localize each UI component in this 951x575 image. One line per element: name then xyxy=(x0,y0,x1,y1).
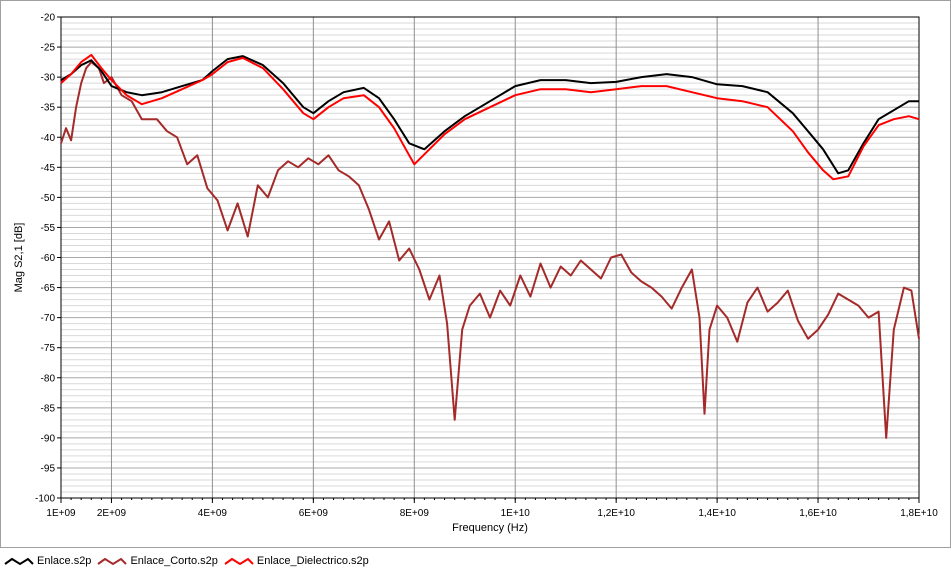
y-tick-label: -80 xyxy=(41,373,56,384)
x-tick-label: 1,8E+10 xyxy=(900,508,938,519)
series-line-enlace-corto-s2p xyxy=(60,61,920,439)
y-tick-label: -55 xyxy=(41,223,56,234)
minor-grid xyxy=(61,22,919,493)
series-line-enlace-s2p xyxy=(60,55,919,175)
tick-labels: -20 -25 -30 -35 -40 -45 -50 -55 -60 -65 -70 -75 -80 -… xyxy=(35,13,938,520)
y-axis-label: Mag S2,1 [dB] xyxy=(13,223,25,293)
legend-swatch-enlace-corto xyxy=(97,557,128,566)
legend-label-enlace-corto: Enlace_Corto.s2p xyxy=(130,555,218,567)
y-tick-label: -90 xyxy=(41,433,56,444)
x-tick-label: 8E+09 xyxy=(400,508,430,519)
chart-panel: -20 -25 -30 -35 -40 -45 -50 -55 -60 -65 -70 -75 -80 -… xyxy=(0,0,951,548)
legend-item-enlace[interactable]: Enlace.s2p xyxy=(4,555,91,567)
series-lines xyxy=(60,53,920,439)
y-tick-label: -25 xyxy=(41,43,56,54)
legend-swatch-enlace-dielectrico xyxy=(224,557,254,566)
y-tick-label: -40 xyxy=(41,133,56,144)
y-tick-label: -50 xyxy=(41,193,56,204)
y-tick-label: -35 xyxy=(41,103,56,114)
legend-label-enlace: Enlace.s2p xyxy=(37,555,92,567)
chart-svg: -20 -25 -30 -35 -40 -45 -50 -55 -60 -65 -70 -75 -80 -… xyxy=(13,13,938,535)
x-tick-label: 4E+09 xyxy=(198,508,228,519)
x-axis-label: Frequency (Hz) xyxy=(452,522,528,534)
y-tick-label: -75 xyxy=(41,343,56,354)
x-tick-label: 1E+10 xyxy=(501,508,531,519)
series-line-enlace-dielectrico-s2p xyxy=(60,53,920,181)
y-tick-label: -65 xyxy=(41,283,56,294)
x-tick-label: 1,2E+10 xyxy=(597,508,635,519)
legend-item-enlace-corto[interactable]: Enlace_Corto.s2p xyxy=(97,555,218,567)
y-tick-label: -45 xyxy=(41,163,56,174)
x-tick-label: 1,6E+10 xyxy=(799,508,837,519)
y-tick-label: -70 xyxy=(41,313,56,324)
legend-item-enlace-dielectrico[interactable]: Enlace_Dielectrico.s2p xyxy=(224,555,369,567)
x-tick-label: 6E+09 xyxy=(299,508,329,519)
y-tick-label: -60 xyxy=(41,253,56,264)
x-tick-label: 1E+09 xyxy=(46,508,76,519)
x-tick-label: 1,4E+10 xyxy=(698,508,736,519)
legend-swatch-enlace xyxy=(4,557,34,566)
y-tick-label: -30 xyxy=(41,73,56,84)
y-tick-label: -20 xyxy=(41,13,56,24)
y-tick-label: -85 xyxy=(41,403,56,414)
axis-ticks xyxy=(57,16,920,503)
y-tick-label: -100 xyxy=(35,494,55,505)
legend-label-enlace-dielectrico: Enlace_Dielectrico.s2p xyxy=(256,555,369,567)
legend: Enlace.s2p Enlace_Corto.s2p Enlace_Diele… xyxy=(4,553,375,569)
y-tick-label: -95 xyxy=(41,463,56,474)
x-tick-label: 2E+09 xyxy=(97,508,127,519)
